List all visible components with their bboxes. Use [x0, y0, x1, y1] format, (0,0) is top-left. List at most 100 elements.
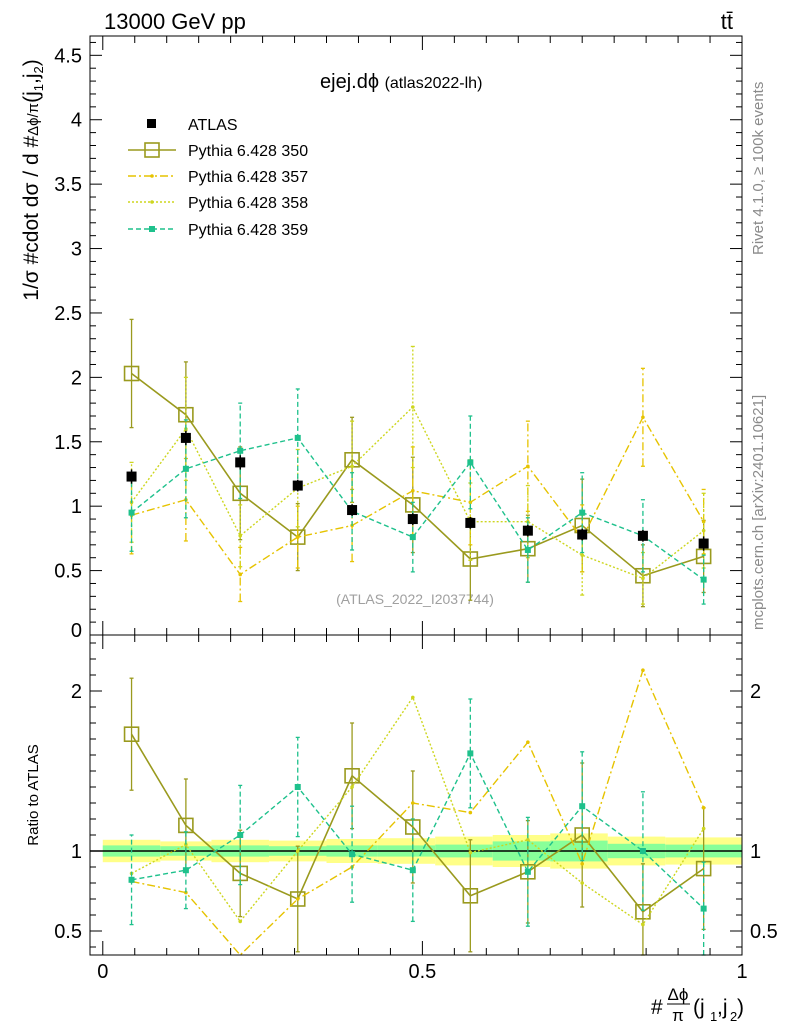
main-series-350 [123, 318, 712, 608]
rivet-version-label: Rivet 4.1.0, ≥ 100k events [750, 82, 767, 255]
ratio-series-358 [129, 695, 706, 927]
main-series-358 [129, 345, 706, 605]
ratio-point [579, 803, 586, 810]
main-ytick-label: 4 [71, 110, 82, 132]
main-point [350, 464, 354, 469]
legend: ATLAS Pythia 6.428 350 Pythia 6.428 357 … [128, 117, 308, 239]
main-ytick-label: 4.5 [54, 45, 82, 67]
ratio-point [295, 849, 300, 853]
ratio-line-350 [130, 733, 705, 913]
ratio-point [128, 876, 135, 883]
svg-text:,j: ,j [717, 996, 728, 1019]
legend-marker-350 [144, 142, 160, 158]
plot-title: ejej.dϕ (atlas2022-lh) [320, 71, 482, 93]
ratio-point [182, 867, 189, 874]
main-ytick-label: 0.5 [54, 561, 82, 583]
ratio-point [520, 863, 536, 880]
plot-title-sub: (atlas2022-lh) [385, 75, 483, 92]
legend-label-359: Pythia 6.428 359 [188, 222, 308, 239]
main-ytick-label: 1 [71, 496, 82, 518]
main-point [237, 447, 244, 454]
ratio-point [468, 810, 473, 815]
mcplots-credit-label: mcplots.cern.ch [arXiv:2401.10621] [750, 395, 767, 630]
svg-text:(j: (j [693, 996, 705, 1019]
main-point [641, 415, 645, 420]
ratio-ytick-label: 0.5 [54, 921, 82, 943]
ratio-point [409, 867, 416, 874]
ratio-point [349, 851, 356, 858]
main-series-atlas [126, 430, 709, 551]
xtick-label: 0.5 [408, 961, 436, 983]
main-line-350 [131, 372, 704, 577]
ratio-point [411, 801, 415, 805]
legend-marker-358 [150, 200, 154, 204]
ratio-point [580, 862, 584, 866]
main-point [295, 535, 300, 539]
main-series-357 [129, 367, 706, 603]
main-point [467, 459, 474, 466]
main-point [238, 534, 243, 538]
legend-label-atlas: ATLAS [188, 117, 238, 134]
main-ytick-label: 0 [71, 620, 82, 642]
ratio-ytick-label: 1 [71, 841, 82, 863]
header-process: tt̄ [721, 9, 733, 34]
ratio-line-359 [131, 751, 705, 910]
ratio-point [294, 784, 301, 790]
ratio-point [639, 848, 646, 854]
main-line-357 [131, 415, 705, 576]
legend-marker-atlas [147, 119, 156, 128]
ratio-point [237, 832, 244, 838]
svg-text:#: # [651, 996, 663, 1019]
ratio-point [700, 905, 707, 912]
svg-text:Δϕ: Δϕ [668, 985, 689, 1004]
ratio-point [641, 668, 645, 672]
ratio-point [701, 826, 706, 831]
ratio-series-350 [123, 677, 712, 956]
ratio-ylabel: Ratio to ATLAS [25, 744, 42, 845]
ratio-point [411, 695, 415, 700]
main-point [580, 553, 584, 557]
x-axis-label: # Δϕ π (j 1 ,j 2 ) [651, 985, 744, 1024]
ratio-point [580, 881, 584, 885]
main-point [641, 576, 645, 581]
ratio-panel-series [90, 668, 742, 957]
ratio-point [468, 850, 473, 855]
ratio-line-357 [131, 668, 705, 957]
main-series-359 [128, 388, 707, 605]
main-ytick-label: 1.5 [54, 432, 82, 454]
main-point [294, 434, 301, 441]
ratio-ytick-label-right: 0.5 [750, 921, 778, 943]
ratio-point [701, 806, 706, 810]
xtick-label: 0 [97, 961, 108, 983]
legend-label-350: Pythia 6.428 350 [188, 143, 308, 160]
main-panel-series [123, 318, 712, 608]
ratio-point [526, 838, 530, 842]
main-ytick-label: 3 [71, 239, 82, 261]
ratio-point [635, 903, 651, 920]
legend-label-358: Pythia 6.428 358 [188, 195, 308, 212]
ratio-point [344, 767, 360, 784]
main-point [526, 464, 530, 469]
main-line-359 [131, 437, 705, 581]
main-ylabel: 1/σ #cdot dσ / d #Δϕ/π(j1,j2) [20, 59, 46, 300]
xtick-label: 1 [736, 961, 747, 983]
main-point [128, 509, 135, 516]
ratio-point [289, 891, 306, 907]
main-point [409, 534, 416, 541]
svg-text:1: 1 [710, 1009, 717, 1024]
main-point [579, 509, 586, 516]
svg-text:2: 2 [730, 1009, 737, 1024]
ratio-point [641, 922, 645, 927]
main-point [238, 572, 243, 577]
ratio-point [238, 919, 243, 924]
ratio-frame [89, 634, 743, 956]
ratio-point [462, 887, 479, 904]
ratio-point [295, 897, 300, 901]
main-point [524, 546, 531, 553]
axes: 00.511.522.533.544.50.5 0.51 12 20 0.5 1 [54, 35, 778, 983]
main-point [411, 405, 415, 409]
ratio-ytick-label-right: 1 [750, 841, 761, 863]
ratio-point [350, 785, 354, 789]
main-point [411, 488, 415, 493]
